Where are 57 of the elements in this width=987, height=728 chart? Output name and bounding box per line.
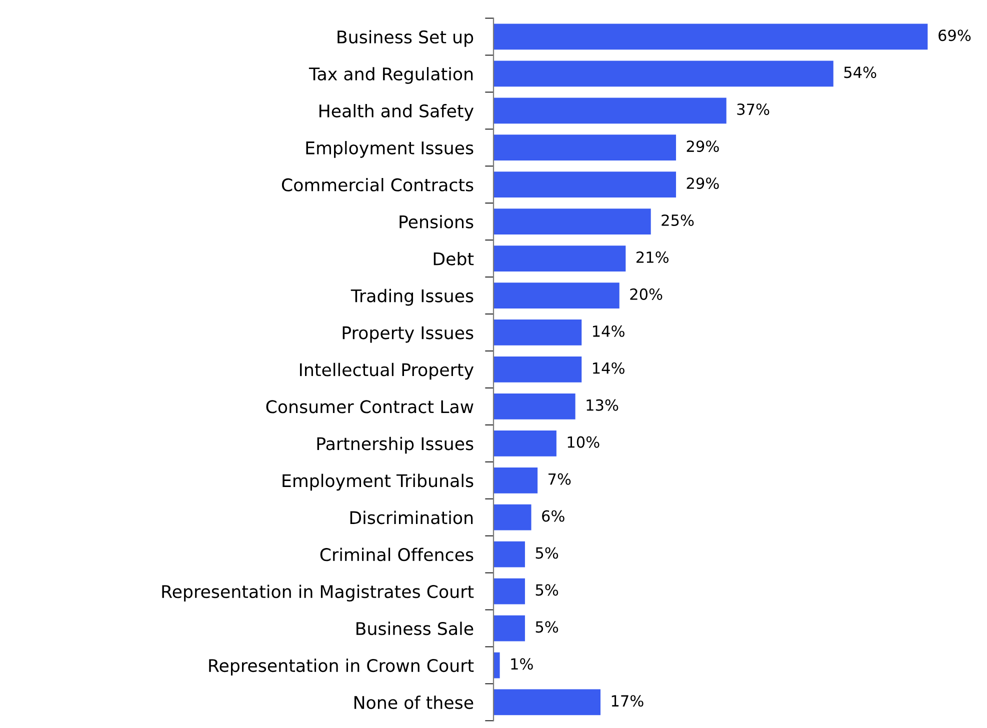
data-label: 29% <box>686 177 719 190</box>
bar <box>494 98 726 124</box>
bar <box>494 24 928 50</box>
bar <box>494 615 525 642</box>
data-label: 13% <box>586 399 618 411</box>
data-label: 14% <box>593 325 624 337</box>
bar <box>494 578 525 604</box>
data-label: 37% <box>737 104 770 116</box>
data-label: 17% <box>612 695 644 707</box>
data-label: 14% <box>593 362 624 374</box>
y-tick-label: Intellectual Property <box>300 362 474 380</box>
data-label: 69% <box>938 30 971 42</box>
bar <box>494 541 525 568</box>
data-label: 21% <box>636 251 668 263</box>
y-tick-label: Property Issues <box>342 326 474 343</box>
y-tick-label: Employment Tribunals <box>282 474 474 491</box>
bar <box>494 430 556 456</box>
data-label: 54% <box>844 66 876 78</box>
y-tick-label: Debt <box>434 252 474 266</box>
data-label: 1% <box>511 658 533 670</box>
data-label: 7% <box>548 473 571 485</box>
y-tick-label: Health and Safety <box>320 104 474 121</box>
bar <box>494 393 576 420</box>
bar <box>494 60 834 87</box>
data-label: 5% <box>536 547 558 559</box>
bar <box>494 652 500 678</box>
y-tick-label: Representation in Crown Court <box>209 658 474 676</box>
y-tick-label: Criminal Offences <box>320 548 474 562</box>
data-label: 5% <box>536 584 558 596</box>
data-label: 10% <box>568 436 600 448</box>
y-tick-label: Consumer Contract Law <box>266 400 474 414</box>
bar <box>494 282 620 308</box>
bar <box>494 320 582 346</box>
y-tick-label: Trading Issues <box>350 288 474 306</box>
bar <box>494 689 600 716</box>
y-tick-label: Representation in Magistrates Court <box>162 584 474 602</box>
bar <box>494 172 676 198</box>
y-tick-label: Commercial Contracts <box>282 178 474 192</box>
y-tick-label: Employment Issues <box>306 141 474 158</box>
y-tick-label: Discrimination <box>350 510 473 524</box>
data-label: 5% <box>536 621 558 633</box>
y-tick-label: Partnership Issues <box>317 436 474 454</box>
bar <box>494 134 676 161</box>
y-tick-label: Business Set up <box>338 30 474 47</box>
y-tick-label: Pensions <box>400 214 474 228</box>
bar <box>494 504 532 530</box>
y-tick-label: None of these <box>354 696 474 710</box>
y-tick-label: Business Sale <box>356 622 474 636</box>
y-tick-label: Tax and Regulation <box>308 67 473 84</box>
data-label: 25% <box>662 214 694 226</box>
bar <box>494 246 626 272</box>
data-label: 29% <box>686 140 719 152</box>
bar <box>494 208 651 234</box>
data-label: 6% <box>542 510 564 522</box>
bar <box>494 467 538 494</box>
bar <box>494 356 582 382</box>
data-label: 20% <box>630 288 662 300</box>
